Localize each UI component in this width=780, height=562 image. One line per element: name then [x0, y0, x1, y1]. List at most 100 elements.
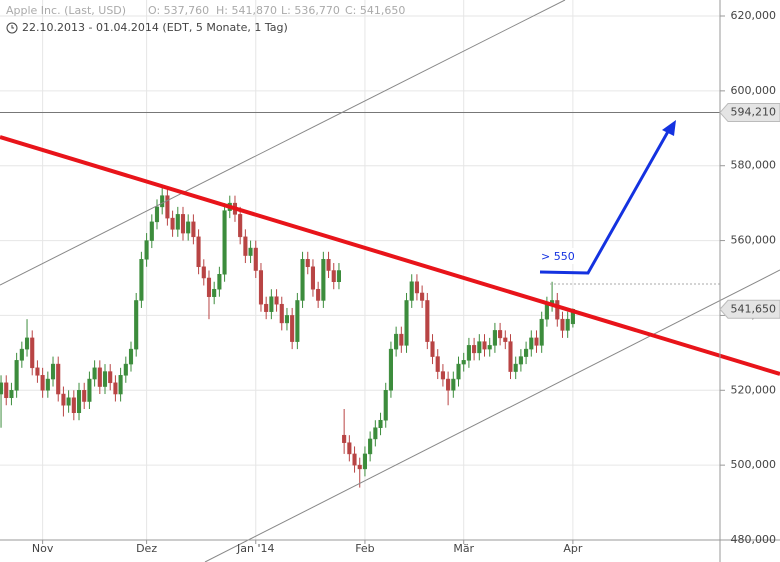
candle-body — [56, 363, 61, 395]
candle-body — [217, 274, 222, 290]
candle-body — [144, 240, 149, 260]
info-close: C: 541,650 — [345, 4, 405, 17]
candle-body — [290, 315, 295, 342]
candle-body — [248, 247, 253, 256]
clock-icon — [6, 22, 18, 34]
candle-body — [170, 217, 175, 230]
x-tick-label: Dez — [136, 542, 157, 555]
candle-body — [492, 330, 497, 346]
info-open: O: 537,760 — [148, 4, 209, 17]
candle-body — [264, 303, 269, 312]
candle-body — [425, 300, 430, 342]
candle-body — [201, 266, 206, 279]
x-tick-label: Feb — [355, 542, 374, 555]
y-tick-label: 500,000 — [731, 458, 777, 471]
candle-body — [175, 214, 180, 230]
candle-body — [513, 363, 518, 372]
candle-body — [300, 259, 305, 301]
annotation: > 550 — [541, 250, 575, 263]
candle-body — [24, 337, 30, 350]
annotation-box — [537, 248, 577, 264]
info-high: H: 541,870 — [216, 4, 277, 17]
candle-body — [414, 281, 419, 294]
candle-body — [222, 210, 227, 275]
candle-body — [466, 345, 471, 361]
price-tag — [719, 299, 780, 319]
candle-body — [82, 390, 87, 402]
candle-body — [118, 375, 123, 395]
candle-body — [461, 360, 466, 365]
price-tag-label: 594,210 — [731, 106, 777, 119]
candle-body — [108, 371, 113, 384]
candle-body — [368, 438, 373, 455]
candle-body — [477, 341, 482, 354]
candle-body — [529, 337, 534, 350]
y-tick-label: 520,000 — [731, 383, 777, 396]
candle-body — [76, 390, 82, 413]
candle-body — [336, 270, 341, 282]
candle-body — [186, 221, 191, 234]
candle-body — [128, 348, 134, 365]
candle-body — [446, 378, 451, 391]
candle-body — [40, 375, 45, 391]
candle-body — [409, 281, 414, 301]
candle-body — [321, 259, 326, 301]
candle-body — [66, 397, 71, 406]
y-tick-label: 480,000 — [731, 533, 777, 546]
candle-body — [539, 318, 544, 346]
candle-body — [279, 303, 284, 324]
candle-body — [399, 333, 404, 346]
candle-body — [503, 337, 508, 342]
price-tag-label: 541,650 — [731, 302, 777, 315]
candle-body — [258, 270, 264, 305]
candle-body — [404, 300, 409, 346]
candle-body — [139, 259, 144, 301]
y-tick-label: 580,000 — [731, 159, 777, 172]
candle-body — [394, 333, 399, 350]
candle-body — [206, 277, 212, 297]
arrow-head — [662, 120, 676, 136]
candle-body — [555, 300, 560, 320]
candle-body — [316, 288, 321, 301]
candle-body — [9, 390, 14, 399]
candle-body — [154, 206, 160, 223]
y-tick-label: 560,000 — [731, 234, 777, 247]
x-tick-label: Mär — [453, 542, 474, 555]
candle-body — [295, 300, 300, 342]
candle-body — [482, 341, 487, 350]
candle-body — [352, 453, 357, 466]
candle-body — [560, 318, 565, 331]
clock-hands — [11, 25, 14, 29]
candle-body — [191, 221, 196, 238]
candle-body — [440, 371, 445, 380]
candle-body — [357, 464, 362, 470]
candle-body — [4, 382, 9, 399]
x-tick-label: Apr — [563, 542, 583, 555]
candle-body — [97, 367, 102, 387]
candle-body — [149, 221, 154, 241]
candle-body — [196, 236, 201, 268]
candle-body — [498, 330, 503, 339]
candle-body — [508, 341, 513, 372]
candle-body — [134, 300, 139, 350]
candle-body — [331, 270, 336, 282]
candle-body — [472, 345, 477, 354]
candle-body — [456, 363, 461, 380]
candle-body — [180, 214, 186, 234]
candle-body — [238, 214, 243, 238]
candle-body — [71, 397, 76, 413]
x-tick-label: Jan '14 — [236, 542, 274, 555]
y-tick-label: 620,000 — [731, 9, 777, 22]
candle-body — [14, 360, 19, 391]
candle-body — [165, 195, 170, 219]
subtitle: 22.10.2013 - 01.04.2014 (EDT, 5 Monate, … — [22, 21, 288, 34]
candle-body — [102, 371, 108, 387]
candle-body — [87, 378, 92, 402]
candle-body — [565, 318, 570, 331]
candle-body — [378, 419, 383, 428]
x-tick-label: Nov — [32, 542, 54, 555]
grid — [0, 0, 720, 541]
candle-body — [160, 195, 165, 208]
